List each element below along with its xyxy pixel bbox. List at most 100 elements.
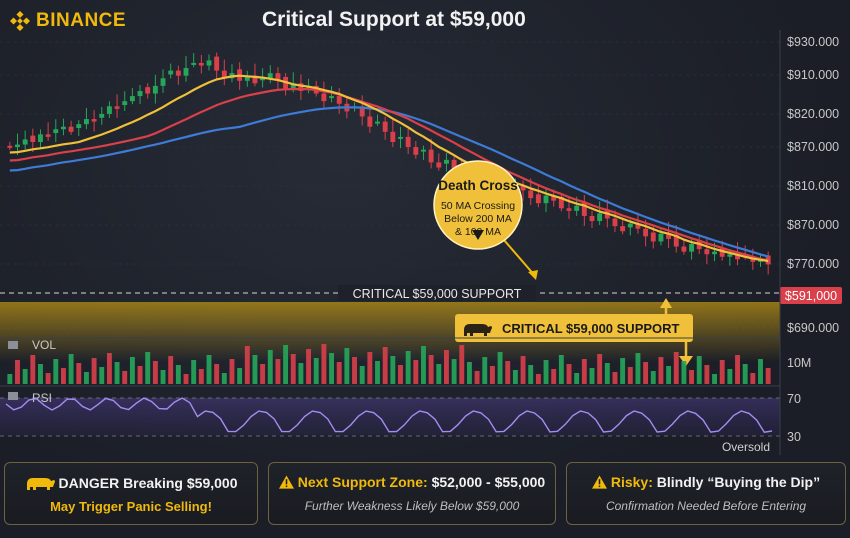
candle-body [597, 213, 603, 222]
volume-bar [344, 348, 350, 384]
volume-bar [612, 372, 618, 384]
volume-bar [482, 357, 488, 384]
candle-body [543, 195, 549, 204]
volume-bar [673, 352, 679, 384]
price-tick-label: $870.000 [787, 218, 839, 232]
price-tick-label: $690.000 [787, 321, 839, 335]
volume-bar [719, 360, 725, 384]
candle-body [673, 235, 679, 247]
support-banner-text: CRITICAL $59,000 SUPPORT [502, 321, 680, 336]
candle-body [359, 106, 365, 117]
volume-bar [244, 346, 250, 384]
candle-body [15, 144, 20, 148]
candle-body [145, 87, 151, 94]
candle-body [244, 75, 250, 81]
volume-bar [643, 362, 649, 384]
candle-body [727, 254, 733, 257]
candle-body [443, 159, 449, 164]
death-cross-line-1: 50 MA Crossing [441, 200, 515, 212]
candle-body [581, 201, 587, 216]
price-tick-label: $820.000 [787, 107, 839, 121]
candle-body [76, 124, 82, 128]
price-axis: $930.000 $910.000 $820.000 $870.000 $810.000… [787, 35, 839, 335]
candle-body [704, 249, 710, 255]
moving-average-line [9, 87, 769, 262]
rsi-toggle-icon[interactable] [8, 392, 18, 400]
volume-bar [129, 357, 135, 384]
rsi-oversold-label: Oversold [722, 440, 770, 454]
brand-logo: BINANCE [10, 10, 126, 32]
volume-bar [727, 369, 733, 384]
volume-bar [168, 356, 174, 384]
volume-bar [198, 369, 204, 384]
volume-bar [375, 361, 380, 384]
bear-icon [464, 324, 492, 336]
candle-body [99, 113, 105, 118]
volume-bars [7, 344, 771, 384]
candle-body [367, 116, 373, 127]
candle-body [390, 131, 396, 142]
candle-body [175, 70, 181, 76]
volume-bar [60, 368, 66, 384]
volume-bar [428, 355, 434, 384]
candle-body [137, 91, 143, 97]
candle-body [298, 83, 304, 91]
risk-panel-title-row: Risky: Blindly “Buying the Dip” [567, 474, 845, 490]
candle-body [650, 232, 656, 242]
volume-bar [413, 360, 419, 384]
candle-body [681, 246, 687, 252]
candle-body [22, 139, 28, 145]
bear-icon [26, 478, 55, 490]
candle-body [405, 136, 411, 148]
support-zone-title-label: Next Support Zone: [297, 474, 428, 490]
candle-body [382, 121, 388, 132]
volume-bar [336, 362, 342, 384]
volume-bar [152, 361, 158, 384]
candle-body [551, 195, 557, 201]
volume-bar [382, 347, 388, 384]
candle-body [198, 62, 204, 66]
volume-bar [68, 354, 74, 384]
volume-bar [275, 359, 281, 384]
volume-bar [252, 355, 258, 384]
volume-bar [260, 364, 266, 384]
price-tick-label: $870.000 [787, 140, 839, 154]
volume-bar [528, 365, 534, 384]
candle-body [114, 106, 120, 109]
danger-panel-subtitle-row: May Trigger Panic Selling! [5, 499, 257, 514]
candle-body [520, 185, 526, 191]
candle-body [719, 247, 725, 257]
risk-panel: Risky: Blindly “Buying the Dip” Confirma… [566, 462, 846, 525]
volume-bar [566, 364, 572, 384]
candle-body [91, 119, 97, 122]
volume-bar [221, 373, 227, 384]
warning-icon [591, 475, 607, 489]
risk-panel-title-value: Blindly “Buying the Dip” [656, 474, 821, 490]
candle-body [106, 106, 112, 114]
volume-axis-label: 10M [787, 356, 811, 370]
candle-body [336, 96, 342, 104]
candle-body [60, 126, 66, 130]
brand-name: BINANCE [36, 10, 127, 31]
candle-body [589, 215, 595, 222]
volume-bar [53, 359, 59, 384]
volume-bar [214, 364, 220, 384]
volume-bar [352, 357, 357, 384]
volume-bar [106, 353, 112, 384]
volume-bar [160, 370, 166, 384]
candle-body [83, 119, 89, 125]
volume-bar [735, 355, 740, 384]
candle-body [7, 145, 13, 148]
volume-bar [15, 360, 20, 384]
volume-bar [620, 358, 626, 384]
candle-body [712, 251, 718, 255]
volume-bar [543, 360, 549, 384]
volume-toggle-icon[interactable] [8, 341, 18, 349]
volume-bar [267, 350, 273, 384]
volume-bar [313, 358, 319, 384]
support-zone-title-row: Next Support Zone: $52,000 - $55,000 [269, 474, 555, 490]
volume-bar [689, 370, 695, 384]
volume-bar [436, 364, 442, 384]
candle-body [528, 190, 534, 199]
volume-bar [681, 361, 687, 384]
